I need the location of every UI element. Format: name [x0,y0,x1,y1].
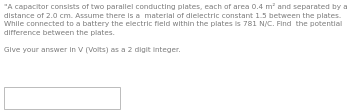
Text: "A capacitor consists of two parallel conducting plates, each of area 0.4 m² and: "A capacitor consists of two parallel co… [4,3,348,53]
Bar [4,87,120,109]
